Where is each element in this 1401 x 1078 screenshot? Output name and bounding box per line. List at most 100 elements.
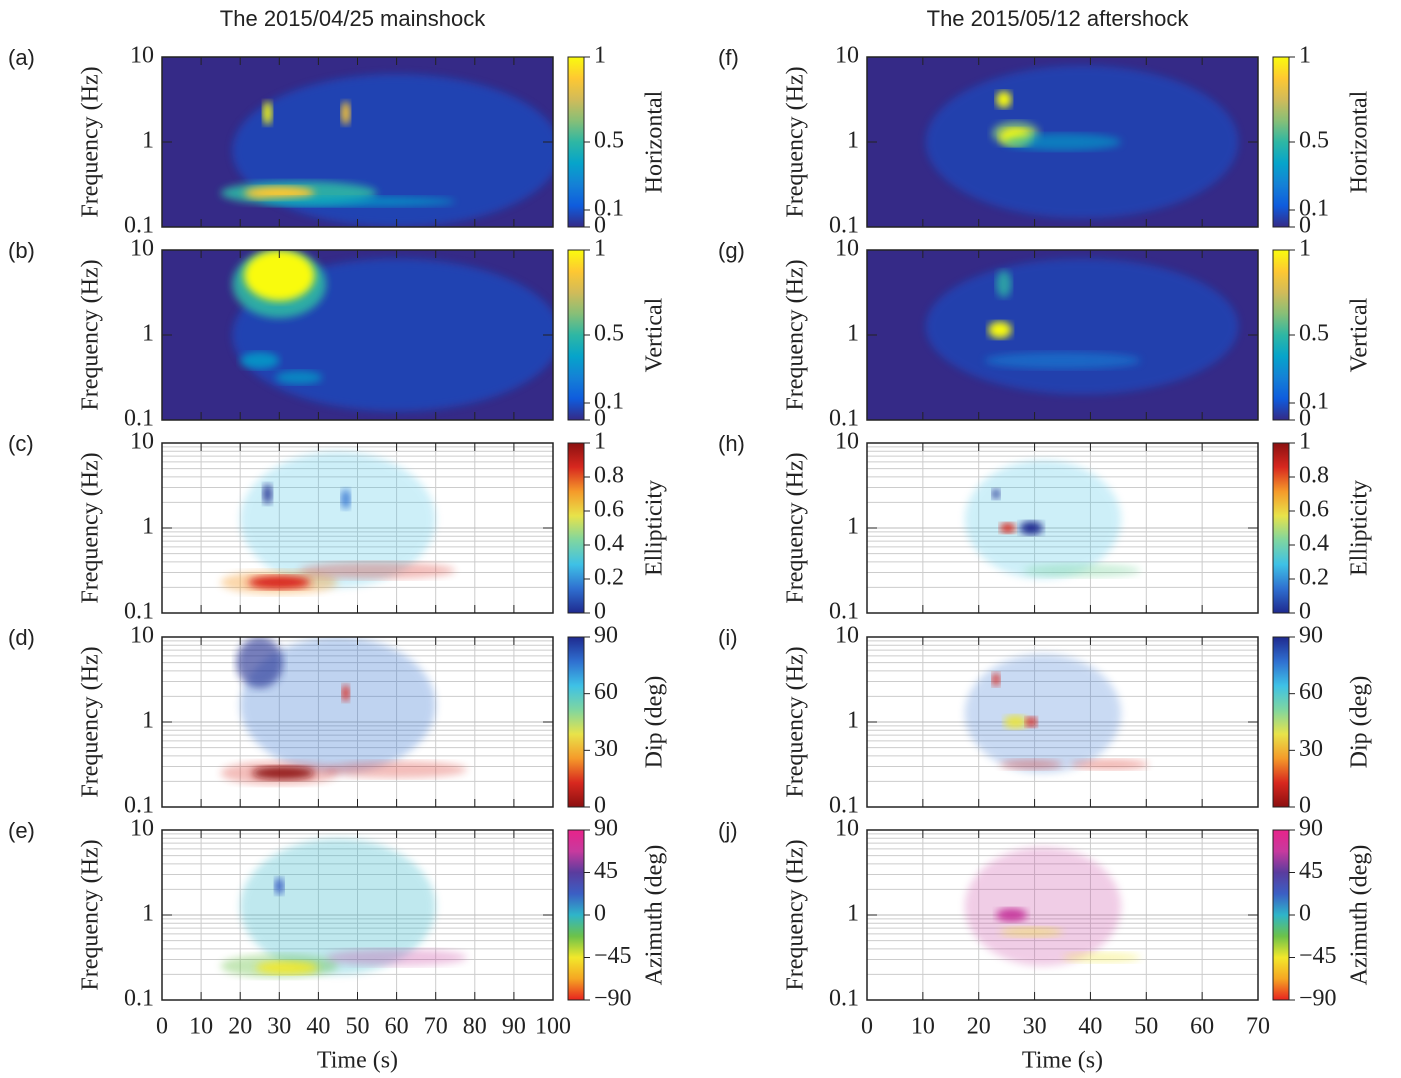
heatmap-blob [992,488,1000,500]
heatmap-blob [1023,563,1141,578]
y-axis-label: Frequency (Hz) [783,66,809,217]
heatmap [925,258,1239,395]
colorbar-tick-label: 45 [594,858,618,884]
y-axis-label: Frequency (Hz) [783,452,809,603]
x-tick-label: 40 [1078,1014,1102,1040]
colorbar-tick-label: 0.5 [1299,321,1329,347]
panel: 0.1 1 10 Frequency (Hz) (e) −90 −45 0 45 90 Azimut… [8,816,668,1074]
colorbar-label: Azimuth (deg) [1347,845,1373,986]
column-title: The 2015/05/12 aftershock [927,6,1190,31]
heatmap [925,65,1239,219]
colorbar-tick-label: 1 [594,43,606,69]
heatmap-blob [999,759,1063,770]
x-tick-label: 10 [189,1014,213,1040]
x-tick-label: 100 [535,1014,571,1040]
colorbar-label: Azimuth (deg) [642,845,668,986]
y-tick-label: 10 [835,816,859,842]
y-tick-label: 0.1 [829,406,859,432]
panel-label: (i) [718,625,738,650]
colorbar-tick-label: 90 [594,816,618,842]
heatmap-blob [984,352,1141,369]
panel-label: (a) [8,45,35,70]
colorbar-tick-label: 0 [1299,599,1311,625]
y-tick-label: 0.1 [124,213,154,239]
heatmap-blob [259,196,456,207]
heatmap-blob [262,101,273,125]
y-tick-label: 1 [847,901,859,927]
colorbar-tick-label: 0.1 [594,389,624,415]
colorbar-tick-label: 0.6 [594,497,624,523]
colorbar-tick-label: 0.8 [1299,463,1329,489]
heatmap-blob [240,637,436,773]
heatmap-blob [1025,716,1038,728]
colorbar-label: Ellipticity [1347,480,1373,576]
heatmap-blob [1003,715,1028,729]
heatmap-blob [275,370,323,385]
colorbar-tick-label: 0 [1299,406,1311,432]
colorbar-tick-label: 0.1 [594,196,624,222]
colorbar-tick-label: 0 [594,213,606,239]
y-tick-label: 1 [847,321,859,347]
colorbar-tick-label: 1 [1299,236,1311,262]
y-tick-label: 10 [130,236,154,262]
colorbar-tick-label: 0.4 [594,531,624,557]
heatmap-blob [248,575,311,590]
x-tick-label: 80 [463,1014,487,1040]
panel-label: (d) [8,625,35,650]
colorbar-tick-label: 0.5 [594,321,624,347]
y-axis-label: Frequency (Hz) [78,452,104,603]
y-tick-label: 0.1 [829,986,859,1012]
y-tick-label: 10 [130,816,154,842]
heatmap-blob [341,101,351,125]
colorbar-tick-label: 1 [1299,429,1311,455]
panel-label: (c) [8,431,34,456]
colorbar-tick-label: 0 [1299,901,1311,927]
y-tick-label: 0.1 [829,213,859,239]
heatmap-blob [240,838,436,975]
y-tick-label: 10 [130,623,154,649]
heatmap-blob [262,483,273,505]
colorbar-tick-label: 0 [594,793,606,819]
y-axis-label: Frequency (Hz) [783,646,809,797]
heatmap-blob [996,908,1028,922]
heatmap-blob [341,488,351,510]
x-tick-label: 30 [267,1014,291,1040]
y-tick-label: 1 [142,901,154,927]
heatmap-blob [988,321,1012,339]
colorbar-label: Vertical [1347,297,1373,372]
heatmap [220,74,553,227]
heatmap [232,250,553,412]
colorbar-tick-label: 1 [1299,43,1311,69]
heatmap [964,460,1141,579]
x-tick-label: 50 [1134,1014,1158,1040]
colorbar [1272,56,1290,228]
y-tick-label: 10 [130,43,154,69]
colorbar-tick-label: 60 [594,679,618,705]
colorbar [567,636,585,808]
y-tick-label: 10 [835,43,859,69]
x-tick-label: 30 [1023,1014,1047,1040]
panel-label: (e) [8,818,35,843]
colorbar-tick-label: 0 [1299,793,1311,819]
heatmap-blob [1003,133,1122,151]
colorbar [567,249,585,421]
heatmap-blob [992,672,1000,687]
heatmap-blob [996,91,1012,108]
colorbar-tick-label: 0.4 [1299,531,1329,557]
heatmap-blob [1070,759,1149,770]
y-tick-label: 0.1 [124,599,154,625]
colorbar [567,56,585,228]
colorbar-label: Horizontal [642,90,668,193]
colorbar-label: Dip (deg) [642,676,668,769]
x-axis-label: Time (s) [317,1048,398,1074]
colorbar-label: Ellipticity [642,480,668,576]
y-tick-label: 0.1 [124,406,154,432]
x-tick-label: 90 [502,1014,526,1040]
column-title: The 2015/04/25 mainshock [220,6,486,31]
colorbar-label: Vertical [642,297,668,372]
panel: 0.1 1 10 Frequency (Hz) (h) 0 0.2 0.4 0.6 0.8 1 Ell… [718,429,1373,625]
y-tick-label: 10 [835,623,859,649]
colorbar-tick-label: 0 [1299,213,1311,239]
